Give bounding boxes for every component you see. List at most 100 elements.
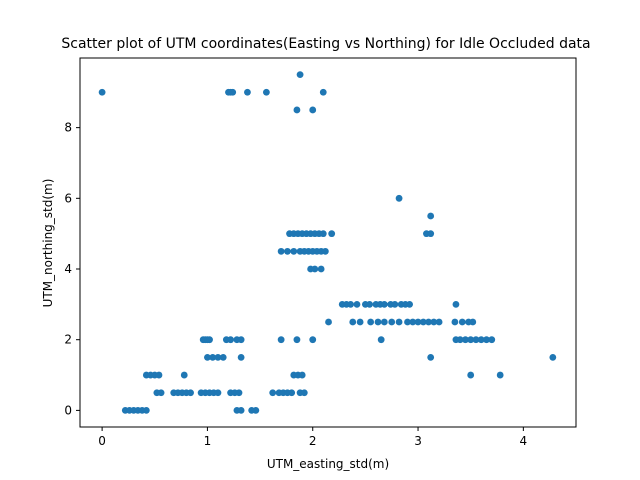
y-tick-label-0: 0 [64,403,72,417]
data-point-6 [319,88,327,96]
data-point-81 [309,336,317,344]
data-point-25 [284,247,291,255]
data-point-35 [311,265,319,273]
data-point-79 [277,336,285,344]
data-point-97 [549,353,557,361]
y-tick-label-2: 4 [64,262,72,276]
data-point-76 [227,336,234,344]
y-tick-label-3: 6 [64,191,72,205]
x-tick-label-4: 4 [520,434,528,448]
data-point-58 [388,318,396,326]
x-tick-label-0: 0 [98,434,106,448]
data-point-40 [353,300,361,308]
data-point-39 [347,300,355,308]
data-point-90 [488,336,496,344]
data-point-3 [229,88,237,96]
data-point-11 [427,212,435,220]
data-point-91 [204,353,211,361]
y-axis: 0 2 4 6 8 [64,121,80,417]
data-point-8 [293,106,301,114]
data-point-102 [180,371,188,379]
data-point-47 [391,300,399,308]
y-tick-label-4: 8 [64,121,72,135]
data-point-122 [235,389,243,397]
data-point-74 [206,336,213,344]
data-point-64 [425,318,432,326]
data-point-82 [377,336,385,344]
x-axis-label: UTM_easting_std(m) [267,457,389,471]
data-point-0 [98,88,106,96]
data-point-109 [157,389,165,397]
data-point-137 [237,406,245,414]
points-layer [98,71,557,414]
data-point-85 [462,336,469,344]
data-point-70 [469,318,477,326]
y-axis-label: UTM_northing_std(m) [41,179,55,308]
data-point-107 [496,371,504,379]
data-point-50 [406,300,414,308]
data-point-5 [262,88,270,96]
data-point-33 [321,247,329,255]
data-point-63 [419,318,427,326]
data-point-53 [349,318,357,326]
data-point-93 [214,353,222,361]
data-point-78 [237,336,245,344]
data-point-56 [374,318,382,326]
data-point-9 [309,106,317,114]
data-point-67 [451,318,459,326]
data-point-54 [356,318,364,326]
data-point-51 [452,300,460,308]
x-tick-label-2: 2 [309,434,317,448]
data-point-139 [252,406,260,414]
data-point-7 [296,71,304,79]
data-point-52 [325,318,332,326]
data-point-65 [430,318,438,326]
data-point-92 [209,353,217,361]
data-point-36 [317,265,325,273]
data-point-95 [237,353,245,361]
data-point-94 [219,353,227,361]
data-point-68 [458,318,466,326]
data-point-13 [427,230,435,238]
data-point-86 [467,336,475,344]
data-point-24 [277,247,285,255]
data-point-119 [214,389,222,397]
data-point-127 [288,389,296,397]
x-axis: 0 1 2 3 4 [98,427,527,448]
data-point-105 [298,371,306,379]
data-point-55 [367,318,375,326]
x-tick-label-1: 1 [204,434,212,448]
plot-frame [79,57,577,428]
data-point-101 [155,371,163,379]
data-point-84 [456,336,464,344]
data-point-96 [427,353,435,361]
data-point-42 [366,300,373,308]
y-tick-label-1: 2 [64,333,72,347]
data-point-87 [472,336,480,344]
data-point-26 [290,247,298,255]
data-point-23 [328,230,336,238]
data-point-80 [293,336,301,344]
data-point-66 [435,318,443,326]
data-point-10 [395,194,403,202]
data-point-4 [244,88,251,96]
data-point-135 [142,406,150,414]
data-point-88 [477,336,485,344]
data-point-114 [187,389,194,397]
data-point-45 [380,300,388,308]
data-point-89 [483,336,490,344]
data-point-62 [414,318,422,326]
data-point-129 [300,389,308,397]
data-point-57 [380,318,388,326]
data-point-60 [404,318,411,326]
data-point-123 [269,389,277,397]
data-point-22 [319,230,327,238]
data-point-59 [395,318,403,326]
chart-title: Scatter plot of UTM coordinates(Easting … [61,36,590,52]
x-tick-label-3: 3 [414,434,422,448]
data-point-106 [467,371,475,379]
data-point-61 [409,318,417,326]
